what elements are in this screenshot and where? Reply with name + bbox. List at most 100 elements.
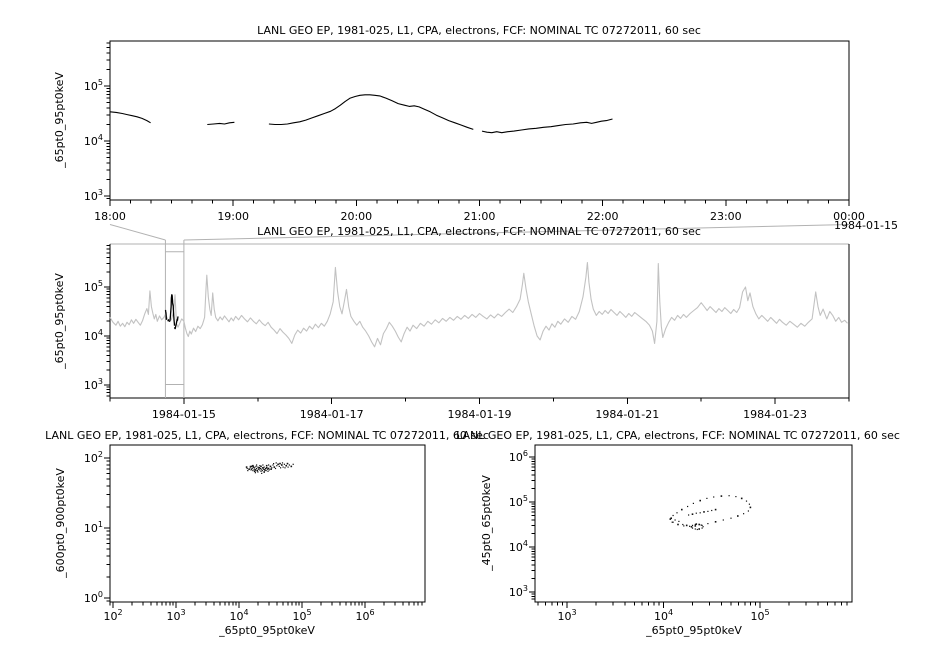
- scatter-point: [740, 497, 743, 500]
- detail-data-series: [481, 118, 613, 134]
- scatter-point: [270, 468, 272, 470]
- scatter-point: [268, 464, 270, 466]
- scatter-point: [706, 497, 708, 499]
- scatter-point: [707, 523, 709, 525]
- scatter-right-plot-area[interactable]: [535, 445, 852, 602]
- tick-label: 103: [509, 584, 528, 599]
- scatter-point: [682, 523, 684, 526]
- tick-label: 106: [509, 449, 528, 464]
- context-connectors: [109, 224, 850, 241]
- scatter-point: [262, 464, 264, 466]
- scatter-point: [281, 464, 283, 466]
- scatter-point: [252, 470, 254, 472]
- panel-context-timeseries[interactable]: 1984-01-15 1984-01-17 1984-01-19 1984-01-21…: [84, 240, 850, 421]
- zoom-connector-right: [183, 224, 850, 241]
- time-tick-label: 21:00: [464, 210, 496, 223]
- scatter-point: [263, 471, 265, 473]
- detail-data-series: [207, 121, 235, 126]
- panel-scatter-45-65[interactable]: 103 104 105 103 104 105 106: [509, 444, 853, 623]
- tick-label: 102: [103, 608, 122, 623]
- tick-label: 106: [355, 608, 374, 623]
- scatter-point: [701, 524, 703, 526]
- scatter-point: [263, 468, 265, 470]
- scatter-point: [694, 525, 697, 527]
- scatter-point: [284, 467, 286, 469]
- detail-title: LANL GEO EP, 1981-025, L1, CPA, electron…: [257, 24, 701, 37]
- context-title: LANL GEO EP, 1981-025, L1, CPA, electron…: [257, 225, 701, 238]
- scatter-point: [257, 471, 259, 473]
- scatter-point: [245, 466, 248, 468]
- panel-scatter-600-900[interactable]: 102 103 104 105 106 100 101 102: [84, 444, 426, 623]
- scatter-point: [748, 503, 750, 505]
- scatter-point: [696, 528, 698, 531]
- scatter-point: [730, 517, 732, 519]
- scatter-point: [698, 528, 700, 530]
- scatter-point: [266, 468, 268, 470]
- scatter-point: [261, 468, 263, 470]
- scatter-point: [249, 467, 251, 469]
- scatter-point: [263, 466, 265, 468]
- scatter-point: [695, 512, 697, 514]
- scatter-point: [694, 523, 696, 526]
- detail-data-series: [268, 94, 474, 130]
- scatter-point: [251, 468, 253, 470]
- scatter-point: [285, 464, 287, 467]
- scatter-point: [252, 466, 255, 468]
- scatter-point: [265, 470, 267, 472]
- scatter-point: [256, 464, 258, 466]
- scatter-point: [254, 472, 256, 474]
- scatter-point: [276, 465, 278, 467]
- detail-data-series: [109, 111, 151, 124]
- scatter-point: [745, 500, 748, 502]
- scatter-point: [248, 468, 250, 470]
- scatter-point: [260, 465, 262, 468]
- zoom-connector-left: [109, 224, 166, 241]
- context-plot-area[interactable]: [110, 244, 849, 398]
- scatter-point: [698, 523, 700, 526]
- scatter-left-frame: [109, 444, 426, 603]
- scatter-point: [685, 524, 688, 527]
- scatter-point: [702, 526, 704, 528]
- scatter-point: [743, 513, 745, 515]
- scatter-point: [264, 467, 267, 470]
- scatter-point: [264, 469, 266, 471]
- scatter-point: [254, 467, 256, 469]
- scatter-point: [275, 462, 277, 464]
- scatter-point: [271, 467, 273, 469]
- scatter-point: [670, 517, 672, 519]
- scatter-point: [728, 495, 730, 497]
- scatter-left-y-axis-label: _600pt0_900pt0keV: [54, 468, 67, 579]
- date-tick-label: 1984-01-19: [448, 408, 512, 421]
- date-tick-label: 1984-01-17: [300, 408, 364, 421]
- scatter-point: [671, 521, 673, 523]
- scatter-point: [259, 469, 261, 471]
- scatter-point: [672, 514, 674, 517]
- scatter-point: [250, 465, 253, 468]
- time-tick-label: 23:00: [710, 210, 742, 223]
- tick-label: 101: [84, 520, 103, 535]
- scatter-point: [257, 468, 260, 470]
- scatter-point: [292, 463, 294, 465]
- tick-label: 103: [557, 608, 576, 623]
- detail-plot-area[interactable]: [110, 41, 849, 200]
- context-highlight-series: [168, 294, 176, 326]
- tick-label: 105: [509, 494, 528, 509]
- scatter-point: [691, 527, 694, 529]
- scatter-point: [261, 470, 263, 472]
- panel-detail-timeseries[interactable]: 18:00 19:00 20:00 21:00 22:00 23:00 00:00 103 10…: [84, 40, 865, 223]
- tick-label: 103: [84, 188, 103, 203]
- scatter-point: [678, 520, 680, 522]
- scatter-point: [688, 514, 690, 516]
- scatter-point: [267, 470, 269, 472]
- date-tick-label: 1984-01-15: [152, 408, 216, 421]
- scatter-point: [290, 465, 293, 468]
- date-tick-label: 1984-01-21: [595, 408, 659, 421]
- scatter-right-y-axis-label: _45pt0_65pt0keV: [480, 475, 493, 572]
- scatter-point: [247, 470, 249, 472]
- time-tick-label: 22:00: [587, 210, 619, 223]
- tick-label: 105: [84, 78, 103, 93]
- scatter-point: [279, 462, 281, 465]
- scatter-point: [687, 505, 689, 508]
- time-tick-label: 18:00: [94, 210, 126, 223]
